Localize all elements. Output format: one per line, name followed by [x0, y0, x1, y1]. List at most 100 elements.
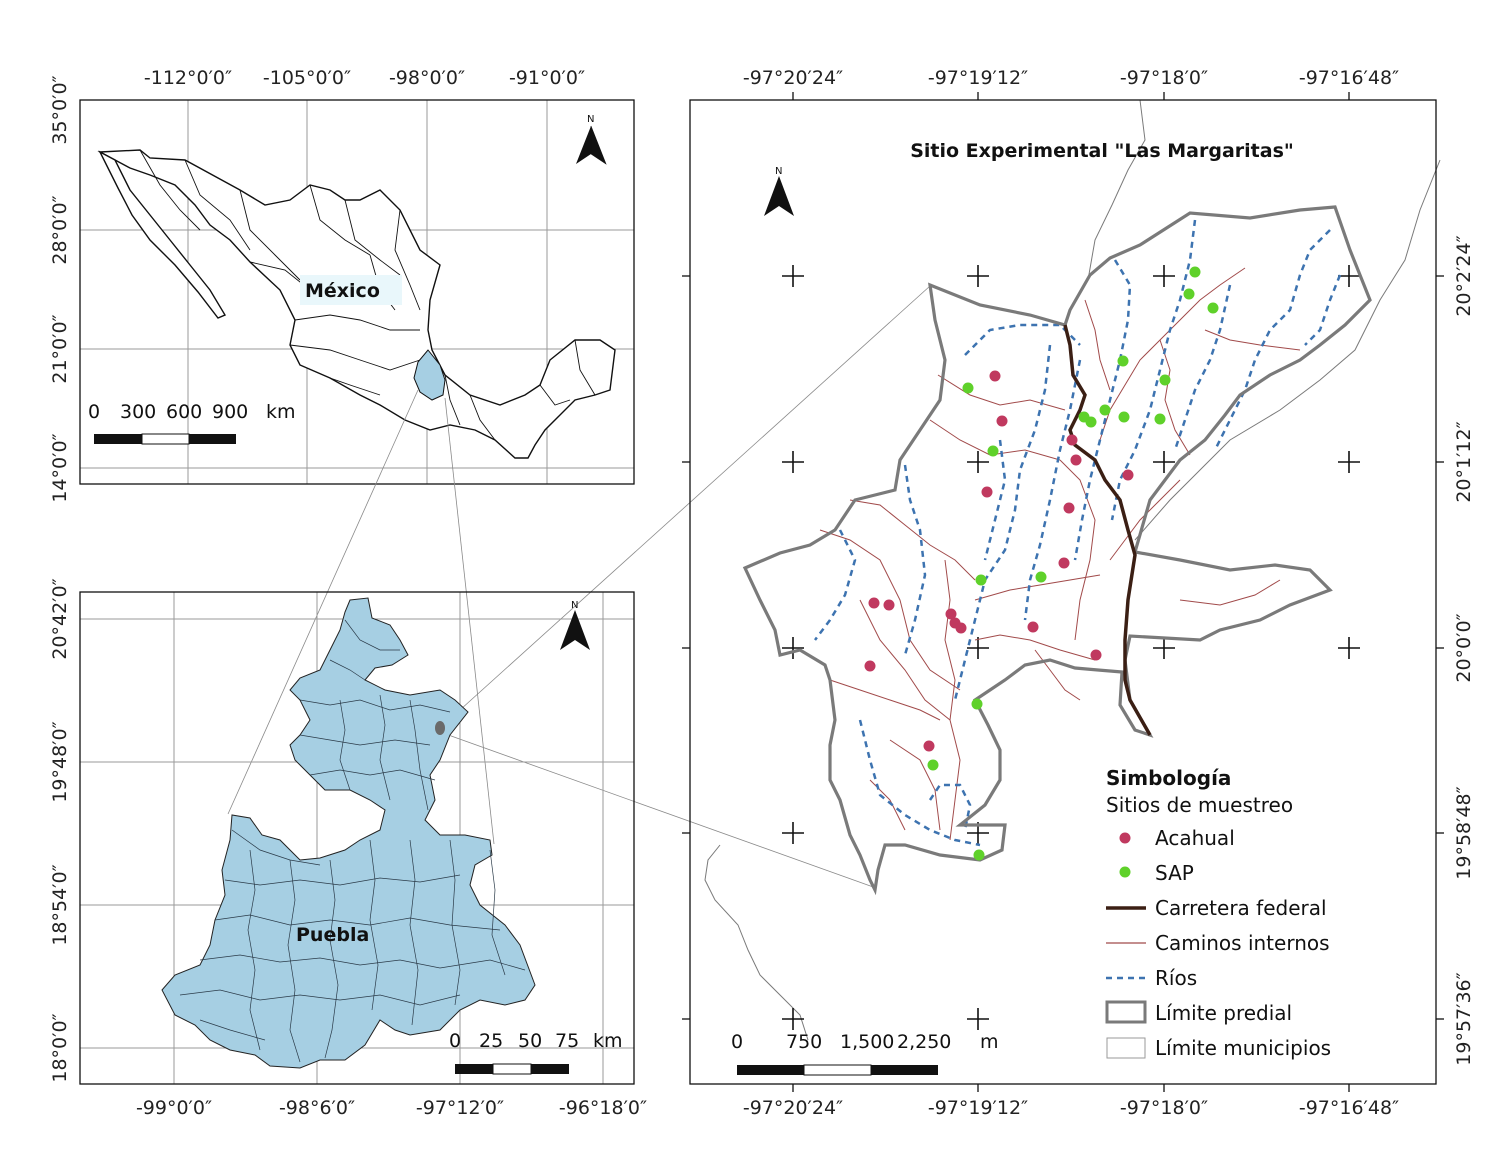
puebla-highlight — [413, 349, 446, 401]
puebla-scale-bar: 0 25 50 75 km — [449, 1030, 623, 1075]
legend: Simbología Sitios de muestreo Acahual SA… — [1105, 766, 1331, 1060]
site-lon-label: -97°20′24″ — [743, 1097, 843, 1119]
site-map-title: Sitio Experimental "Las Margaritas" — [910, 140, 1294, 162]
sap-site-marker — [962, 382, 974, 394]
acahual-site-marker — [1122, 469, 1134, 481]
svg-text:km: km — [593, 1030, 623, 1052]
puebla-label: Puebla — [296, 924, 369, 946]
baja-california — [98, 150, 227, 319]
federal-road — [1063, 324, 1152, 736]
puebla-lat-label: 19°48′0″ — [49, 721, 71, 802]
svg-text:km: km — [266, 401, 296, 423]
svg-text:750: 750 — [786, 1031, 822, 1053]
legend-item-label: Límite predial — [1155, 1001, 1292, 1025]
site-lat-label: 20°1′12″ — [1453, 421, 1475, 502]
acahual-site-marker — [955, 622, 967, 634]
svg-text:2,250: 2,250 — [897, 1031, 951, 1053]
mexico-lat-label: 35°0′0″ — [49, 75, 71, 144]
legend-item-label: Ríos — [1155, 966, 1197, 990]
puebla-lat-label: 20°42′0″ — [49, 578, 71, 659]
acahual-site-marker — [1063, 502, 1075, 514]
acahual-site-marker — [883, 599, 895, 611]
sap-site-marker — [1099, 404, 1111, 416]
svg-text:N: N — [571, 600, 578, 611]
site-lon-label: -97°18′0″ — [1120, 67, 1208, 89]
site-scale-bar: 0 750 1,500 2,250 m — [731, 1031, 999, 1076]
mexico-lat-label: 14°0′0″ — [49, 433, 71, 502]
acahual-site-marker — [1066, 434, 1078, 446]
acahual-site-marker — [1090, 649, 1102, 661]
svg-text:1,500: 1,500 — [840, 1031, 894, 1053]
acahual-site-marker — [864, 660, 876, 672]
acahual-site-marker — [1058, 557, 1070, 569]
puebla-map-frame — [79, 591, 635, 1085]
legend-item-label: Acahual — [1155, 826, 1235, 850]
puebla-lon-label: -99°0′0″ — [136, 1097, 212, 1119]
svg-text:50: 50 — [518, 1030, 542, 1052]
svg-text:900: 900 — [212, 401, 248, 423]
site-lat-label: 19°57′36″ — [1453, 972, 1475, 1065]
puebla-municipal-borders — [179, 619, 526, 1063]
acahual-site-marker — [989, 370, 1001, 382]
svg-text:0: 0 — [88, 401, 100, 423]
site-lat-label: 20°0′0″ — [1453, 613, 1475, 682]
site-lon-label: -97°19′12″ — [928, 67, 1028, 89]
puebla-state — [161, 597, 536, 1069]
sap-site-marker — [973, 849, 985, 861]
svg-text:25: 25 — [479, 1030, 503, 1052]
legend-boundary-swatch — [1105, 1000, 1147, 1024]
north-arrow-icon: N — [764, 166, 794, 216]
legend-title: Simbología — [1106, 766, 1231, 790]
site-location-marker — [435, 721, 445, 735]
site-lon-label: -97°18′0″ — [1120, 1097, 1208, 1119]
internal-roads — [819, 267, 1301, 841]
svg-text:m: m — [980, 1031, 999, 1053]
north-arrow-icon: N — [576, 114, 607, 165]
mexico-lat-label: 28°0′0″ — [49, 195, 71, 264]
mexico-scale-bar: 0 300 600 900 km — [88, 401, 296, 445]
rivers — [814, 219, 1342, 847]
mexico-lon-label: -98°0′0″ — [389, 67, 465, 89]
site-lat-label: 19°58′48″ — [1453, 786, 1475, 879]
site-municipal-borders — [704, 99, 1441, 1041]
sap-site-marker — [1085, 416, 1097, 428]
legend-municipal-swatch — [1106, 1037, 1146, 1059]
sap-site-marker — [987, 445, 999, 457]
acahual-site-marker — [981, 486, 993, 498]
sap-site-marker — [1159, 374, 1171, 386]
legend-item-label: Carretera federal — [1155, 896, 1327, 920]
site-lon-label: -97°19′12″ — [928, 1097, 1028, 1119]
svg-text:600: 600 — [166, 401, 202, 423]
site-map-frame — [689, 99, 1437, 1085]
site-lon-label: -97°16′48″ — [1299, 67, 1399, 89]
mexico-label-bg — [300, 275, 402, 305]
sap-site-marker — [1154, 413, 1166, 425]
puebla-lon-label: -97°12′0″ — [416, 1097, 504, 1119]
legend-item-label: SAP — [1155, 861, 1194, 885]
svg-text:N: N — [775, 166, 782, 177]
mexico-lat-label: 21°0′0″ — [49, 314, 71, 383]
puebla-lon-label: -98°6′0″ — [279, 1097, 355, 1119]
sap-site-marker — [1183, 288, 1195, 300]
acahual-site-marker — [1027, 621, 1039, 633]
svg-text:0: 0 — [731, 1031, 743, 1053]
legend-item-label: Límite municipios — [1155, 1036, 1331, 1060]
inset-connector-lines — [227, 285, 931, 889]
acahual-site-marker — [945, 608, 957, 620]
sap-sites — [927, 266, 1219, 861]
mexico-lon-label: -91°0′0″ — [509, 67, 585, 89]
legend-sap-swatch — [1119, 866, 1131, 878]
site-frame-ticks — [682, 92, 1444, 1092]
mexico-map-frame — [79, 99, 635, 485]
site-map-panel: Sitio Experimental "Las Margaritas" N Si… — [682, 67, 1475, 1119]
sap-site-marker — [975, 574, 987, 586]
sap-site-marker — [1189, 266, 1201, 278]
property-boundary — [742, 205, 1372, 896]
puebla-lat-label: 18°0′0″ — [49, 1013, 71, 1082]
site-lon-label: -97°20′24″ — [743, 67, 843, 89]
acahual-site-marker — [996, 415, 1008, 427]
acahual-site-marker — [923, 740, 935, 752]
sap-site-marker — [1207, 302, 1219, 314]
sap-site-marker — [1035, 571, 1047, 583]
